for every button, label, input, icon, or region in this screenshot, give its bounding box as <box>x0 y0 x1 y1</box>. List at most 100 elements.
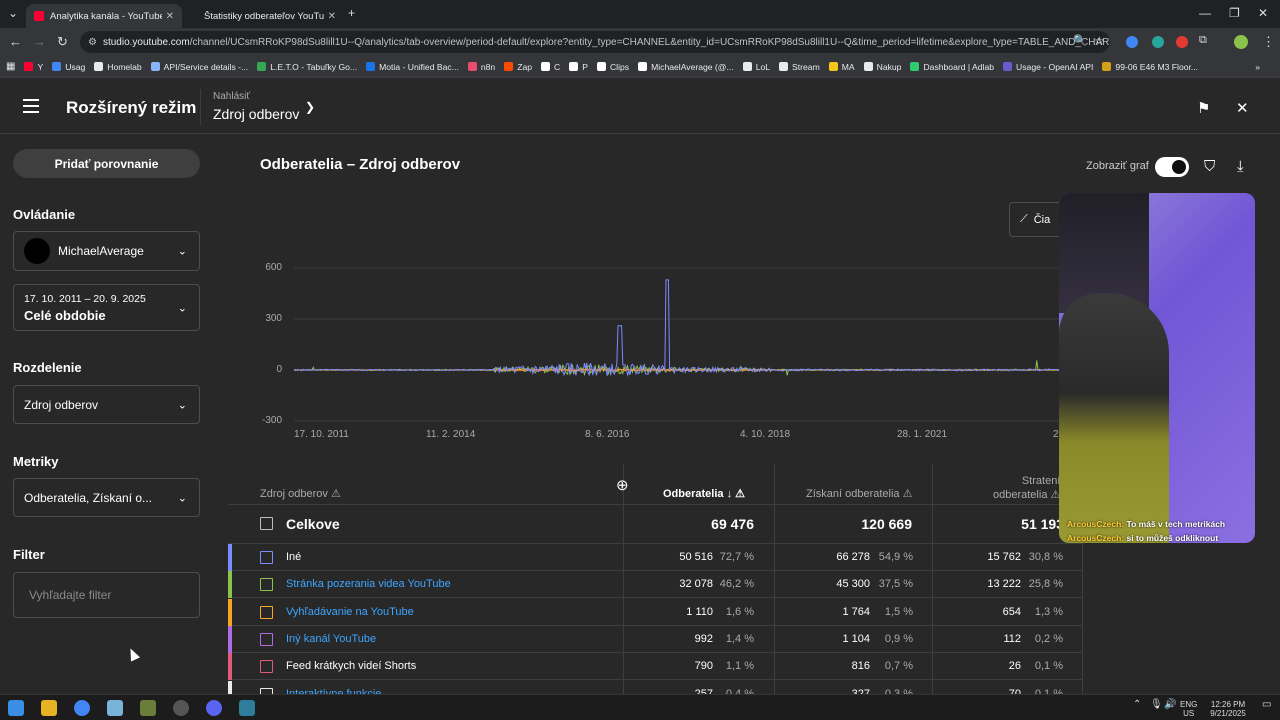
row-checkbox[interactable] <box>260 660 273 674</box>
bookmark-item[interactable]: P <box>569 62 588 72</box>
bookmark-star-icon[interactable]: ☆ <box>1094 34 1105 48</box>
row-subscribers-pct: 1,1 % <box>725 660 754 673</box>
close-icon[interactable]: ✕ <box>1236 100 1249 117</box>
column-header-lost[interactable]: Stratení odberatelia ⚠ <box>993 475 1061 501</box>
report-label: Nahlásiť <box>213 91 251 102</box>
row-checkbox[interactable] <box>260 632 273 646</box>
row-subscribers: 32 078 <box>679 578 713 591</box>
channel-dropdown[interactable]: MichaelAverage ⌄ <box>13 231 200 271</box>
bookmark-item[interactable]: Usag <box>52 62 85 72</box>
row-checkbox[interactable] <box>260 578 273 592</box>
restore-icon[interactable]: ❐ <box>1229 6 1240 20</box>
reload-icon[interactable]: ↻ <box>57 34 68 49</box>
file-explorer-icon[interactable] <box>41 700 57 716</box>
back-icon[interactable]: ← <box>9 34 22 49</box>
bookmark-item[interactable]: Zap <box>504 62 532 72</box>
bookmark-icon <box>1003 62 1013 71</box>
report-selector[interactable]: Zdroj odberov <box>213 106 300 122</box>
date-range-dropdown[interactable]: 17. 10. 2011 – 20. 9. 2025 Celé obdobie … <box>13 284 200 331</box>
close-tab-icon[interactable]: ✕ <box>327 10 336 22</box>
bookmark-item[interactable]: MA <box>828 62 855 72</box>
apps-grid-icon[interactable]: ▦ <box>6 61 16 72</box>
extension-icon[interactable] <box>1176 36 1188 48</box>
row-label: Iné <box>286 551 302 563</box>
bookmark-item[interactable]: Motia - Unified Bac... <box>366 62 459 72</box>
bookmark-item[interactable]: Clips <box>596 62 629 72</box>
row-label[interactable]: Iný kanál YouTube <box>286 632 377 645</box>
zoom-icon[interactable]: 🔍 <box>1073 35 1087 47</box>
app-icon[interactable] <box>107 700 123 716</box>
bookmark-item[interactable]: Homelab <box>94 62 142 72</box>
browser-tab-analytics[interactable]: Analytika kanála - YouTube Stu ✕ <box>26 4 182 28</box>
sort-arrow-down-icon: ↓ <box>726 488 733 500</box>
bookmark-item[interactable]: 99-06 E46 M3 Floor... <box>1102 62 1198 72</box>
series-color-bar <box>228 653 232 681</box>
app-icon[interactable] <box>173 700 189 716</box>
row-gained: 1 764 <box>842 605 870 618</box>
bookmark-item[interactable]: Usage - OpenAI API <box>1003 62 1093 72</box>
bookmark-item[interactable]: n8n <box>467 62 495 72</box>
bookmark-item[interactable]: Nakup <box>863 62 901 72</box>
more-bookmarks-icon[interactable]: » <box>1255 61 1260 72</box>
site-info-icon[interactable]: ⚙ <box>88 36 97 48</box>
calculator-icon[interactable] <box>239 700 255 716</box>
bookmark-item[interactable]: MichaelAverage (@... <box>638 62 734 72</box>
add-metric-icon[interactable]: ⊕ <box>616 477 629 494</box>
extension-icon[interactable] <box>1152 36 1164 48</box>
tab-search-icon[interactable]: ⌄ <box>8 6 19 20</box>
chevron-down-icon[interactable]: ❯ <box>305 100 316 114</box>
main-content: Odberatelia – Zdroj odberov Zobraziť gra… <box>228 134 1280 708</box>
language-indicator[interactable]: ENG US <box>1180 700 1198 718</box>
download-icon[interactable]: ⤓ <box>1237 158 1244 175</box>
column-header-subscribers[interactable]: Odberatelia ↓ ⚠ <box>663 488 746 500</box>
bookmark-icon <box>541 62 551 71</box>
microphone-icon[interactable]: 🎙 <box>1150 699 1163 710</box>
window-close-icon[interactable]: ✕ <box>1258 6 1269 20</box>
row-checkbox[interactable] <box>260 551 273 564</box>
row-checkbox[interactable] <box>260 605 273 619</box>
minimize-icon[interactable]: — <box>1199 6 1211 20</box>
chat-message: ArcousCzech: si to můžeš odkliknout <box>1067 533 1219 543</box>
bookmark-item[interactable]: Y <box>24 62 43 72</box>
new-tab-icon[interactable]: + <box>348 6 356 20</box>
app-icon[interactable] <box>140 700 156 716</box>
forward-icon[interactable]: → <box>33 34 46 49</box>
row-label[interactable]: Vyhľadávanie na YouTube <box>286 605 414 618</box>
bookmark-icon[interactable]: ⛉ <box>1204 158 1216 175</box>
row-label[interactable]: Stránka pozerania videa YouTube <box>286 578 451 591</box>
total-checkbox[interactable] <box>260 517 273 530</box>
browser-menu-icon[interactable]: ⋮ <box>1262 34 1275 49</box>
bookmark-item[interactable]: L.E.T.O - Tabuľky Go... <box>257 62 357 72</box>
chrome-icon[interactable] <box>74 700 90 716</box>
browser-tab-stats[interactable]: Štatistiky odberateľov YouTube ✕ <box>204 10 336 22</box>
bookmark-icon <box>910 62 920 71</box>
tray-chevron-icon[interactable]: ⌃ <box>1133 699 1142 710</box>
subscribers-chart: 600 300 0 -300 17. 10. 2011 11. 2. 2014 … <box>248 252 1098 452</box>
bookmark-icon <box>467 62 477 71</box>
row-gained: 1 104 <box>842 632 870 645</box>
feedback-icon[interactable]: ⚑ <box>1197 100 1211 117</box>
profile-avatar[interactable] <box>1234 35 1248 49</box>
add-comparison-button[interactable]: Pridať porovnanie <box>13 149 200 178</box>
clock[interactable]: 12:26 PM 9/21/2025 <box>1210 700 1246 718</box>
close-tab-icon[interactable]: ✕ <box>165 10 174 22</box>
windows-start-icon[interactable] <box>8 700 24 716</box>
bookmark-item[interactable]: Stream <box>779 62 820 72</box>
split-dropdown[interactable]: Zdroj odberov ⌄ <box>13 385 200 424</box>
bookmark-item[interactable]: LoL <box>742 62 770 72</box>
bookmark-item[interactable]: C <box>541 62 560 72</box>
volume-icon[interactable]: 🔊 <box>1164 699 1177 710</box>
extension-icon[interactable] <box>1126 36 1138 48</box>
extensions-puzzle-icon[interactable]: ⧉ <box>1199 34 1207 46</box>
app-icon[interactable] <box>206 700 222 716</box>
column-header-source[interactable]: Zdroj odberov ⚠ <box>260 488 341 500</box>
notifications-icon[interactable]: ▭ <box>1262 699 1272 710</box>
bookmark-item[interactable]: Dashboard | Adlab <box>910 62 994 72</box>
address-bar[interactable]: ⚙ studio.youtube.com/channel/UCsmRRoKP98… <box>80 31 1110 53</box>
bookmark-item[interactable]: API/Service details -... <box>150 62 248 72</box>
column-header-gained[interactable]: Získaní odberatelia ⚠ <box>806 488 913 500</box>
metrics-dropdown[interactable]: Odberatelia, Získaní o... ⌄ <box>13 478 200 517</box>
show-graph-toggle[interactable] <box>1155 157 1189 177</box>
filter-search-input[interactable] <box>13 572 200 618</box>
menu-icon[interactable] <box>23 99 39 117</box>
